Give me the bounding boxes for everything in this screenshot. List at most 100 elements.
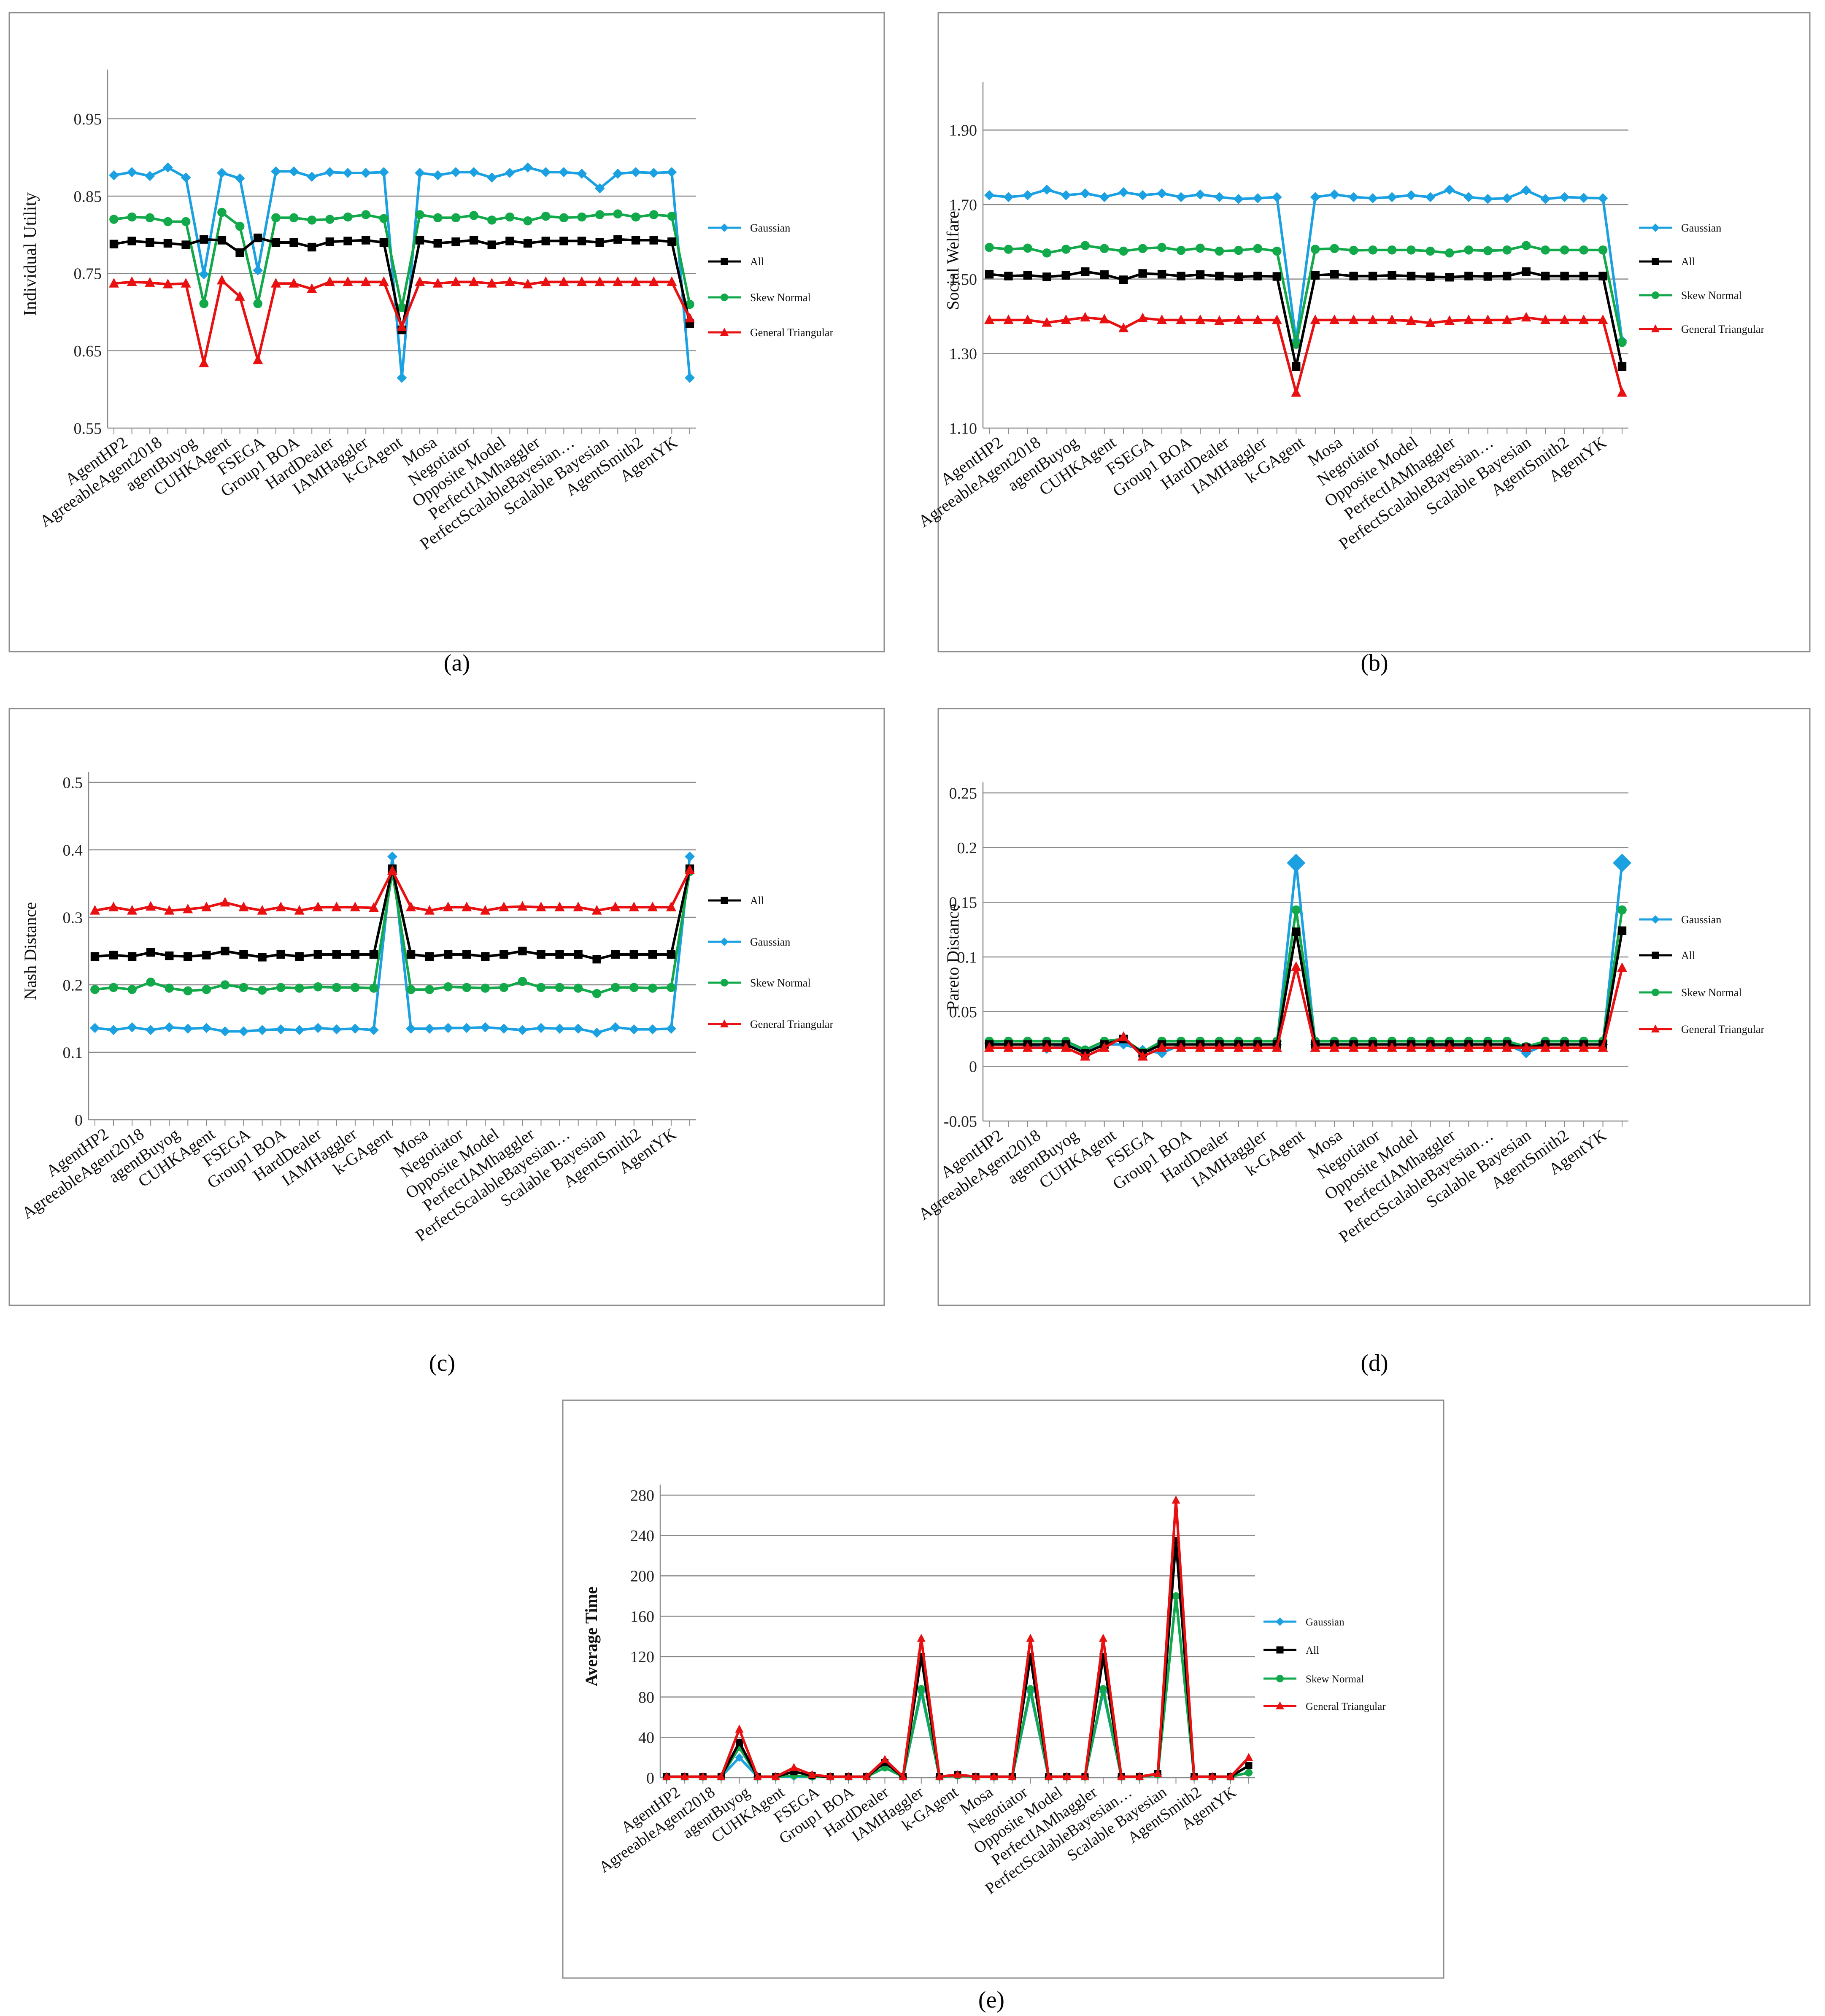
data-point: [1253, 314, 1263, 324]
data-point: [789, 1763, 798, 1771]
legend-label: General Triangular: [750, 326, 833, 339]
data-point: [1080, 1051, 1091, 1061]
chart-e: 28024020016012080400AgentHP2AgreeableAge…: [562, 1399, 1444, 2013]
data-point: [1226, 1772, 1235, 1780]
data-point: [221, 946, 229, 956]
legend-marker: [720, 938, 729, 946]
y-tick-label: 0.5: [63, 774, 83, 792]
data-point: [554, 901, 565, 911]
data-point: [1559, 314, 1570, 324]
data-point: [313, 982, 323, 992]
y-tick-label: 1.10: [949, 420, 977, 437]
data-point: [415, 210, 424, 219]
y-tick-label: 280: [630, 1487, 654, 1504]
data-point: [573, 984, 583, 993]
data-point: [1004, 245, 1013, 254]
data-point: [1579, 314, 1589, 324]
data-point: [1464, 272, 1473, 280]
legend-label: Gaussian: [1681, 222, 1721, 234]
data-point: [1272, 1042, 1282, 1052]
legend-item-all: All: [708, 256, 764, 268]
data-point: [1463, 314, 1474, 324]
y-tick-label: 1.70: [949, 196, 977, 214]
data-point: [1138, 244, 1147, 253]
data-point: [1118, 187, 1129, 197]
data-point: [1099, 192, 1110, 202]
data-point: [523, 162, 533, 173]
data-point: [127, 1022, 138, 1032]
data-point: [443, 901, 454, 911]
data-point: [667, 983, 676, 992]
data-point: [648, 950, 657, 959]
data-point: [443, 1023, 454, 1033]
data-point: [1348, 314, 1359, 324]
data-point: [332, 950, 341, 959]
data-point: [1291, 387, 1301, 397]
data-point: [1081, 267, 1090, 276]
data-point: [325, 215, 335, 224]
data-point: [313, 950, 322, 959]
data-point: [271, 238, 281, 247]
data-point: [680, 1772, 689, 1780]
data-point: [220, 1026, 230, 1037]
data-point: [183, 986, 193, 996]
chart-caption: (b): [1361, 650, 1388, 676]
data-point: [481, 984, 490, 993]
legend-marker: [1652, 291, 1659, 299]
data-point: [165, 951, 174, 960]
data-point: [518, 946, 527, 956]
data-point: [257, 905, 267, 915]
legend-label: General Triangular: [1306, 1701, 1386, 1712]
data-point: [1540, 314, 1551, 324]
data-point: [499, 901, 509, 911]
data-point: [1176, 314, 1186, 324]
y-tick-label: 0.65: [74, 342, 102, 360]
data-point: [361, 276, 371, 286]
data-point: [415, 276, 425, 286]
data-point: [199, 357, 209, 367]
legend-marker: [720, 328, 729, 336]
data-point: [1368, 272, 1377, 280]
data-point: [1425, 192, 1436, 202]
data-point: [387, 852, 397, 862]
legend-item-general-triangular: General Triangular: [1263, 1701, 1386, 1712]
data-point: [253, 354, 263, 364]
data-point: [1503, 272, 1512, 280]
legend-marker: [1276, 1646, 1284, 1654]
data-point: [351, 983, 360, 992]
data-point: [591, 1027, 602, 1038]
legend-label: Skew Normal: [750, 977, 811, 989]
data-point: [1502, 1042, 1512, 1052]
data-point: [90, 1023, 100, 1033]
data-point: [368, 1025, 379, 1035]
data-point: [523, 216, 532, 226]
chart-frame: [937, 708, 1811, 1306]
data-point: [1368, 1042, 1378, 1052]
data-point: [202, 985, 211, 994]
data-point: [699, 1772, 707, 1780]
data-point: [183, 903, 193, 914]
data-point: [1368, 245, 1377, 255]
data-point: [984, 190, 994, 200]
data-point: [1502, 314, 1512, 324]
data-point: [573, 901, 583, 911]
data-point: [592, 955, 601, 964]
data-point: [1522, 267, 1531, 276]
data-point: [613, 168, 623, 179]
data-point: [1214, 192, 1225, 202]
data-point: [220, 897, 230, 907]
data-point: [555, 950, 564, 959]
data-point: [1042, 272, 1051, 281]
legend-marker: [1276, 1617, 1284, 1626]
data-point: [361, 168, 371, 178]
data-point: [307, 216, 317, 225]
data-point: [257, 986, 267, 995]
data-point: [235, 248, 244, 257]
data-point: [685, 852, 695, 862]
data-point: [666, 1024, 676, 1034]
data-point: [1119, 246, 1128, 256]
data-point: [480, 905, 491, 915]
data-point: [181, 217, 191, 226]
data-point: [541, 211, 551, 221]
